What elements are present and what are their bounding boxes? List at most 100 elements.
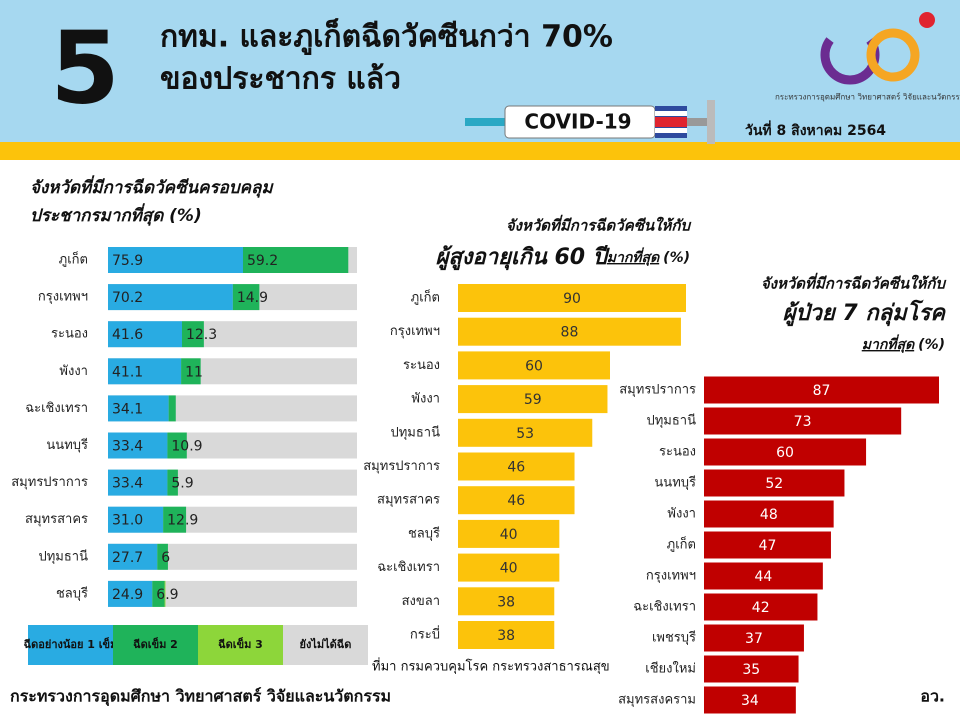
- y-tick-label: ระนอง: [659, 445, 696, 460]
- bar: [704, 593, 818, 621]
- bar-segment: [164, 580, 166, 607]
- legend-swatch: [28, 625, 113, 665]
- value-label: 40: [500, 527, 518, 543]
- chart-title: จังหวัดที่มีการฉีดวัคซีนให้กับ: [506, 215, 692, 235]
- chart-title: มากที่สุด (%): [862, 334, 945, 353]
- value-label: 41.6: [112, 327, 143, 343]
- bar-segment: [242, 247, 349, 273]
- value-label: 48: [760, 507, 778, 523]
- value-label: 59.2: [247, 253, 278, 269]
- bar: [458, 452, 575, 481]
- y-tick-label: นนทบุรี: [654, 475, 696, 491]
- value-label: 88: [561, 325, 579, 341]
- y-tick-label: กรุงเทพฯ: [38, 290, 88, 305]
- bar: [704, 376, 939, 404]
- value-label: 24.9: [112, 587, 143, 603]
- y-tick-label: ระนอง: [403, 358, 440, 373]
- bar: [458, 621, 555, 649]
- y-tick-label: สมุทรปราการ: [363, 459, 440, 474]
- legend-swatch: [198, 625, 283, 665]
- y-tick-label: พังงา: [411, 392, 440, 407]
- value-label: 31.0: [112, 513, 143, 529]
- bar-segment: [108, 506, 164, 533]
- value-label: 87: [813, 383, 831, 399]
- value-label: 14.9: [237, 290, 268, 306]
- value-label: 35: [742, 662, 760, 678]
- y-tick-label: ปทุมธานี: [38, 548, 88, 564]
- bar-segment: [168, 395, 176, 422]
- value-label: 33.4: [112, 476, 143, 492]
- bar-segment: [152, 580, 165, 607]
- value-label: 46: [507, 460, 525, 476]
- value-label: 46: [507, 493, 525, 509]
- bar-segment: [232, 284, 260, 311]
- y-tick-label: ฉะเชิงเทรา: [377, 560, 440, 575]
- syringe: [465, 100, 715, 144]
- y-tick-label: สมุทรปราการ: [619, 383, 696, 398]
- logo-text: กระทรวงการอุดมศึกษา วิทยาศาสตร์ วิจัยและ…: [775, 92, 960, 102]
- bar-segment: [181, 358, 201, 385]
- y-tick-label: ปทุมธานี: [646, 413, 696, 429]
- chart-title: ประชากรมากที่สุด (%): [30, 203, 202, 226]
- bar: [458, 486, 575, 515]
- bar: [704, 531, 831, 559]
- y-tick-label: กระบี่: [410, 626, 440, 643]
- legend-swatch: [113, 625, 198, 665]
- bar-segment: [108, 395, 169, 422]
- value-label: 37: [745, 631, 763, 647]
- y-tick-label: ภูเก็ต: [59, 250, 88, 268]
- value-label: 70.2: [112, 290, 143, 306]
- value-label: 12.9: [167, 513, 198, 529]
- value-label: 42: [752, 600, 770, 616]
- value-label: 60: [776, 445, 794, 461]
- y-tick-label: ชลบุรี: [56, 585, 88, 601]
- y-tick-label: ระนอง: [51, 327, 88, 342]
- date: วันที่ 8 สิงหาคม 2564: [745, 120, 886, 139]
- value-label: 41.1: [112, 364, 143, 380]
- bar: [458, 418, 593, 447]
- y-tick-label: สมุทรสาคร: [377, 493, 440, 508]
- value-label: 40: [500, 561, 518, 577]
- bar: [458, 284, 686, 312]
- title-part: ผู้สูงอายุเกิน 60 ปี: [435, 244, 610, 271]
- bar-segment: [108, 580, 153, 607]
- bar-segment: [108, 321, 182, 348]
- bar: [458, 553, 560, 582]
- value-label: 5.9: [171, 476, 193, 492]
- y-tick-label: สมุทรสงคราม: [618, 693, 696, 708]
- y-tick-label: พังงา: [59, 364, 88, 379]
- value-label: 6.9: [156, 587, 178, 603]
- badge: COVID-19: [524, 110, 631, 134]
- value-label: 44: [755, 569, 773, 585]
- value-label: 90: [563, 291, 581, 307]
- bar: [458, 587, 555, 616]
- bar: [458, 317, 681, 346]
- value-label: 47: [759, 538, 777, 554]
- value-label: 27.7: [112, 550, 143, 566]
- bar: [704, 438, 867, 466]
- value-label: 75.9: [112, 253, 143, 269]
- y-tick-label: ฉะเชิงเทรา: [25, 401, 88, 416]
- bar: [458, 519, 560, 548]
- y-tick-label: ภูเก็ต: [411, 288, 440, 306]
- chart-title: จังหวัดที่มีการฉีดวัคซีนให้กับ: [761, 273, 947, 293]
- footer-ministry: กระทรวงการอุดมศึกษา วิทยาศาสตร์ วิจัยและ…: [10, 687, 391, 707]
- bar: [704, 686, 796, 714]
- value-label: 34: [741, 693, 759, 709]
- bar-segment: [181, 321, 204, 348]
- legend-label: ฉีดอย่างน้อย 1 เข็ม: [23, 637, 117, 651]
- y-tick-label: กรุงเทพฯ: [646, 569, 696, 584]
- bar-segment: [108, 284, 233, 311]
- header-title: ของประชากร แล้ว: [160, 62, 401, 97]
- legend-label: ฉีดเข็ม 2: [133, 637, 178, 651]
- source: ที่มา กรมควบคุมโรค กระทรวงสาธารณสุข: [372, 658, 610, 675]
- bar: [704, 500, 834, 528]
- value-label: 60: [525, 358, 543, 374]
- value-label: 38: [497, 594, 515, 610]
- header-number: 5: [50, 9, 120, 126]
- y-tick-label: สมุทรสาคร: [25, 512, 88, 527]
- title-part: (%): [918, 337, 945, 353]
- bar-segment: [157, 543, 168, 570]
- bar: [704, 655, 799, 683]
